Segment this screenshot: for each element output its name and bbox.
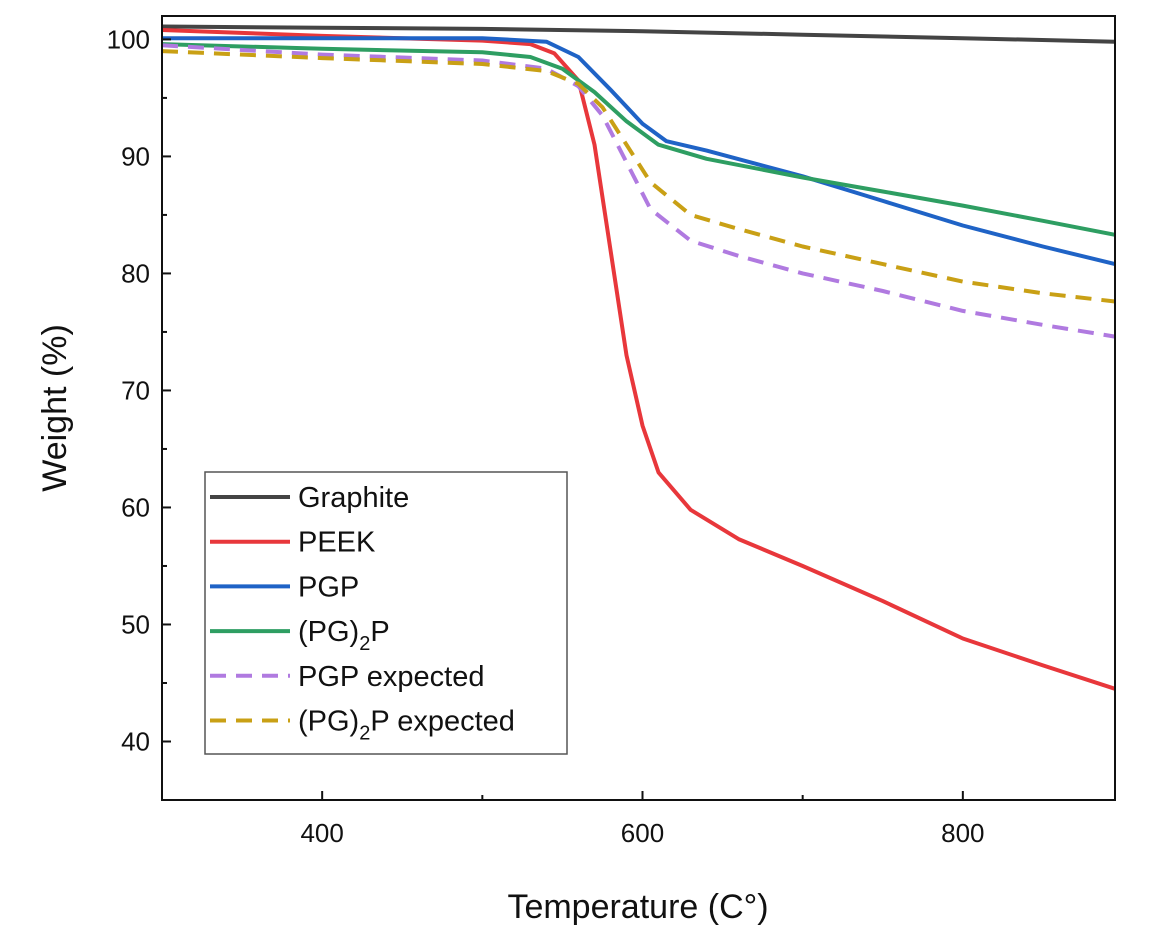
- x-tick-label: 400: [300, 818, 343, 848]
- legend-label: PEEK: [298, 527, 376, 559]
- x-tick-label: 800: [941, 818, 984, 848]
- legend-label-main: (PG): [298, 616, 359, 648]
- axis-layer: 40 50 60 70 80 90 100 400 600 800: [107, 24, 985, 848]
- series-line-pg-p: [161, 42, 1116, 237]
- x-axis-title: Temperature (C°): [507, 888, 768, 926]
- legend-label: (PG)2P: [298, 616, 390, 655]
- legend-label-tail: P expected: [370, 706, 515, 738]
- y-tick-label: 50: [121, 609, 150, 639]
- legend-label-tail: P: [370, 616, 389, 648]
- legend-label: PGP expected: [298, 661, 484, 693]
- series-line-pgp: [162, 36, 1116, 267]
- legend-label-subscript: 2: [359, 723, 370, 745]
- legend-label-subscript: 2: [359, 633, 370, 655]
- y-tick-label: 40: [121, 726, 150, 756]
- series-line-peek: [161, 28, 1116, 691]
- x-tick-label: 600: [621, 818, 664, 848]
- legend-label: (PG)2P expected: [298, 706, 515, 745]
- plot-frame: [161, 15, 1116, 801]
- series-layer: [161, 24, 1116, 691]
- legend-box: [204, 471, 568, 755]
- y-tick-label: 100: [107, 24, 150, 54]
- series-line-graphite: [161, 24, 1116, 44]
- y-tick-label: 70: [121, 375, 150, 405]
- y-tick-label: 90: [121, 141, 150, 171]
- legend-label-main: (PG): [298, 706, 359, 738]
- y-tick-label: 80: [121, 258, 150, 288]
- series-line-pgp-expected: [161, 43, 1116, 339]
- y-axis-title: Weight (%): [36, 324, 74, 492]
- legend-label: PGP: [298, 571, 359, 603]
- series-line-pg-p-expected: [161, 49, 1116, 304]
- y-tick-label: 60: [121, 492, 150, 522]
- legend-label: Graphite: [298, 482, 409, 514]
